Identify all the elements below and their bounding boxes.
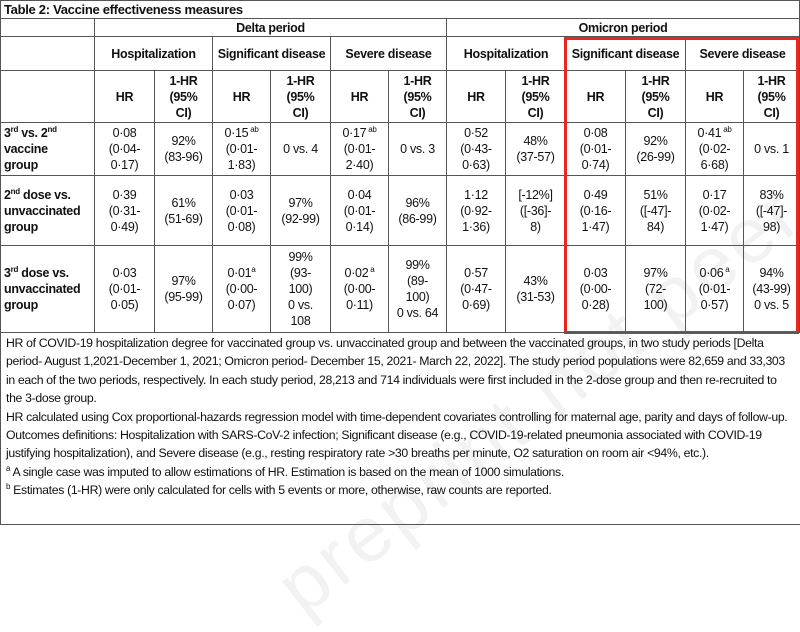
outcome-header: Hospitalization <box>446 36 566 71</box>
hr-value-cell: 0·57 (0·47- 0·69) <box>446 245 506 333</box>
hr-value-cell: 0·41 ab (0·02- 6·68) <box>685 122 744 176</box>
effectiveness-value-cell: 48% (37-57) <box>505 122 566 176</box>
hr-value-cell: 0·01a (0·00- 0·07) <box>212 245 271 333</box>
table-row: 3rd dose vs. unvaccinated group 0·03 (0·0… <box>0 245 800 333</box>
footnote-a: a A single case was imputed to allow est… <box>6 463 564 479</box>
period-header-delta: Delta period <box>94 18 447 37</box>
hr-value-cell: 0·03 (0·01- 0·08) <box>212 175 271 246</box>
hr-value-cell: 0·03 (0·01- 0·05) <box>94 245 155 333</box>
hr-column-header: HR <box>212 70 271 123</box>
hr-value-cell: 0·49 (0·16- 1·47) <box>565 175 626 246</box>
ci-column-header: 1-HR (95% CI) <box>742 70 800 123</box>
hr-value-cell: 0·08 (0·01- 0·74) <box>565 122 626 176</box>
table-row: 2nd dose vs. unvaccinated group 0·39 (0·3… <box>0 175 800 246</box>
effectiveness-value-cell: 97% (95-99) <box>154 245 213 333</box>
outcome-header: Significant disease <box>565 36 686 71</box>
hr-column-header: HR <box>94 70 155 123</box>
outcome-header: Hospitalization <box>94 36 213 71</box>
effectiveness-value-cell: 83% ([-47]- 98) <box>742 175 800 246</box>
footnote-b: b Estimates (1-HR) were only calculated … <box>6 482 552 498</box>
effectiveness-value-cell: 97% (92-99) <box>270 175 331 246</box>
hr-column-header: HR <box>565 70 626 123</box>
effectiveness-value-cell: 0 vs. 1 <box>742 122 800 176</box>
table-title: Table 2: Vaccine effectiveness measures <box>0 0 800 19</box>
effectiveness-value-cell: 0 vs. 3 <box>388 122 447 176</box>
hr-column-header: HR <box>685 70 744 123</box>
effectiveness-value-cell: 43% (31-53) <box>505 245 566 333</box>
hr-value-cell: 0·15 ab (0·01- 1·83) <box>212 122 271 176</box>
hr-value-cell: 0·03 (0·00- 0·28) <box>565 245 626 333</box>
ci-column-header: 1-HR (95% CI) <box>154 70 213 123</box>
hr-value-cell: 0·39 (0·31- 0·49) <box>94 175 155 246</box>
hr-value-cell: 0·52 (0·43- 0·63) <box>446 122 506 176</box>
effectiveness-value-cell: [-12%] ([-36]- 8) <box>505 175 566 246</box>
ci-column-header: 1-HR (95% CI) <box>388 70 447 123</box>
hr-value-cell: 0·04 (0·01- 0·14) <box>330 175 389 246</box>
effectiveness-value-cell: 96% (86-99) <box>388 175 447 246</box>
effectiveness-value-cell: 0 vs. 4 <box>270 122 331 176</box>
hr-column-header: HR <box>330 70 389 123</box>
table-row: 3rd vs. 2nd vaccine group 0·08 (0·04- 0·1… <box>0 122 800 176</box>
hr-value-cell: 0·17 ab (0·01- 2·40) <box>330 122 389 176</box>
effectiveness-value-cell: 94% (43-99) 0 vs. 5 <box>742 245 800 333</box>
effectiveness-value-cell: 99% (89- 100) 0 vs. 64 <box>388 245 447 333</box>
period-header-omicron: Omicron period <box>445 18 800 37</box>
footnote-study-periods: HR of COVID-19 hospitalization degree fo… <box>6 336 785 406</box>
footnote-hr-method: HR calculated using Cox proportional-haz… <box>6 409 788 424</box>
effectiveness-value-cell: 51% ([-47]- 84) <box>625 175 686 246</box>
hr-column-header: HR <box>446 70 506 123</box>
row-label: 3rd dose vs. unvaccinated group <box>0 245 95 333</box>
effectiveness-value-cell: 92% (26-99) <box>625 122 686 176</box>
outcome-header: Significant disease <box>212 36 331 71</box>
row-label: 2nd dose vs. unvaccinated group <box>0 175 95 246</box>
ci-column-header: 1-HR (95% CI) <box>270 70 331 123</box>
effectiveness-value-cell: 97% (72- 100) <box>625 245 686 333</box>
row-label: 3rd vs. 2nd vaccine group <box>0 122 95 176</box>
effectiveness-value-cell: 61% (51-69) <box>154 175 213 246</box>
empty-header-cell <box>0 36 95 71</box>
outcome-header: Severe disease <box>684 36 800 71</box>
effectiveness-value-cell: 99% (93- 100) 0 vs. 108 <box>270 245 331 333</box>
empty-header-cell <box>0 18 95 37</box>
hr-value-cell: 0·06 a (0·01- 0·57) <box>685 245 744 333</box>
hr-value-cell: 0·17 (0·02- 1·47) <box>685 175 744 246</box>
hr-value-cell: 1·12 (0·92- 1·36) <box>446 175 506 246</box>
table-footnotes: HR of COVID-19 hospitalization degree fo… <box>0 332 800 525</box>
hr-value-cell: 0·08 (0·04- 0·17) <box>94 122 155 176</box>
outcome-header: Severe disease <box>330 36 447 71</box>
empty-header-cell <box>0 70 95 123</box>
vaccine-effectiveness-table: Table 2: Vaccine effectiveness measures … <box>0 0 800 333</box>
hr-value-cell: 0·02 a (0·00- 0·11) <box>330 245 389 333</box>
ci-column-header: 1-HR (95% CI) <box>505 70 566 123</box>
effectiveness-value-cell: 92% (83-96) <box>154 122 213 176</box>
footnote-outcome-definitions: Outcomes definitions: Hospitalization wi… <box>6 428 762 461</box>
ci-column-header: 1-HR (95% CI) <box>625 70 686 123</box>
